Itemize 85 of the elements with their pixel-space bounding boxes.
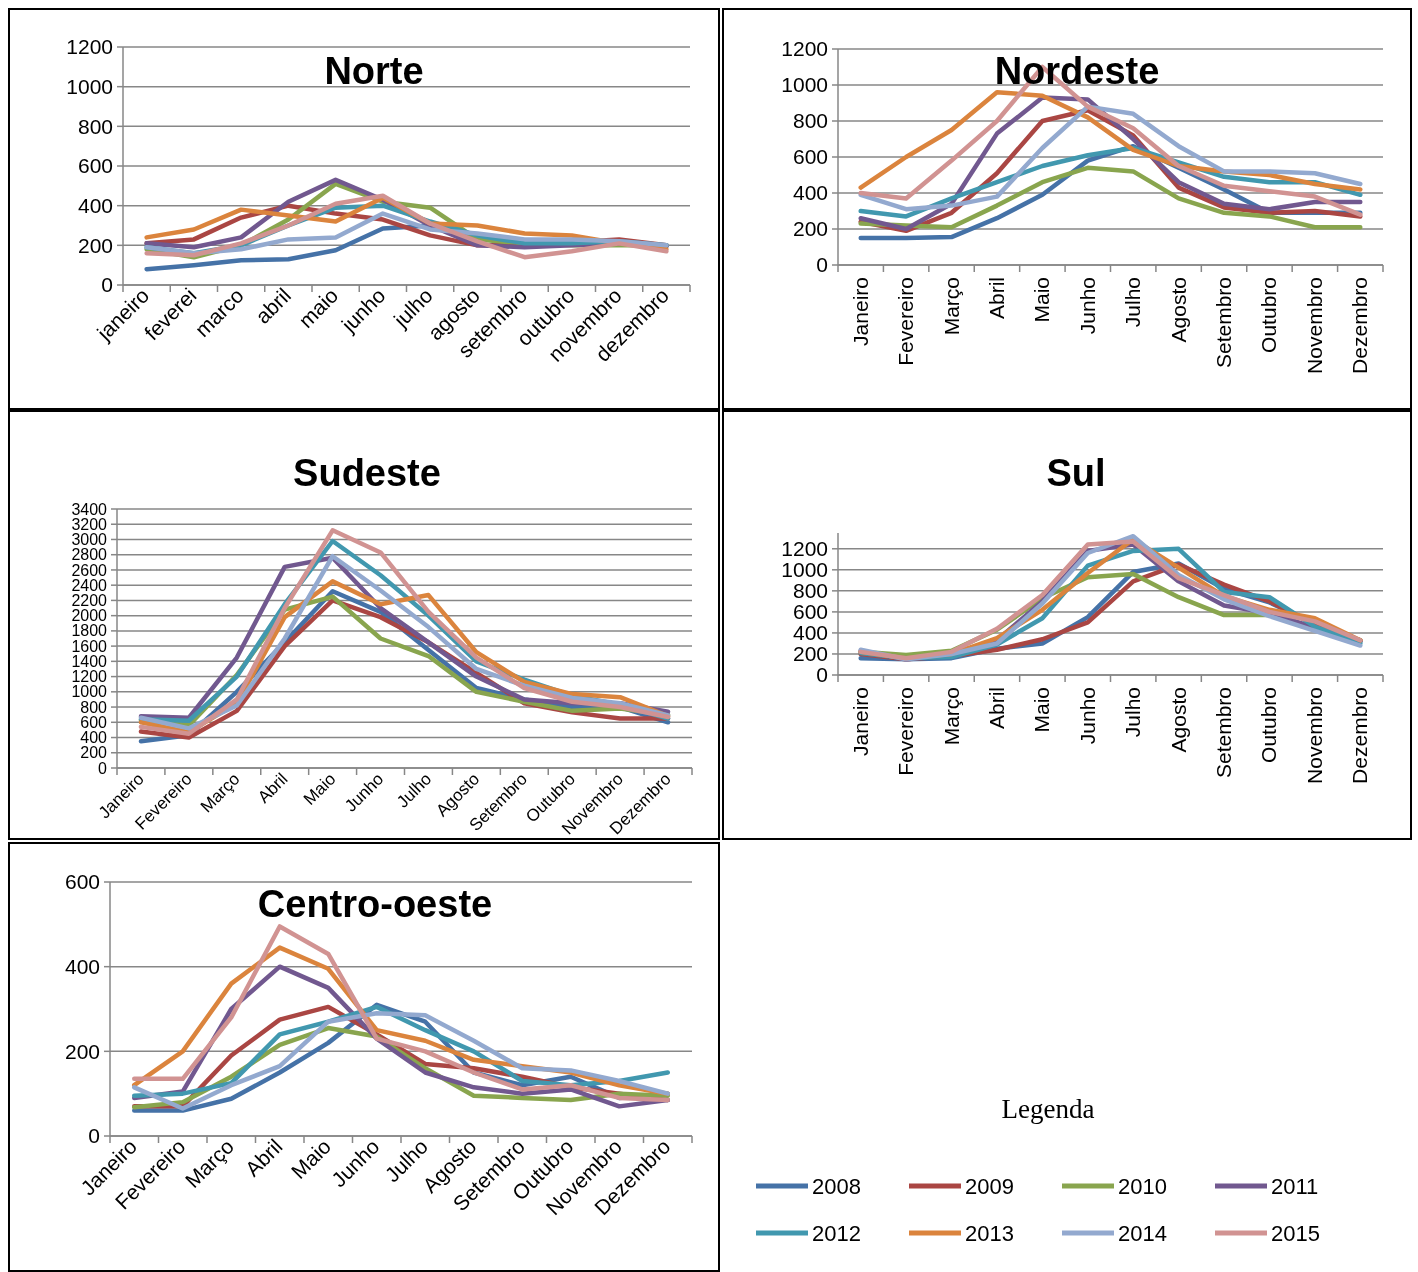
y-tick-label: 0 [88, 1124, 100, 1148]
y-tick-label: 3000 [71, 531, 108, 549]
y-tick-label: 800 [80, 698, 108, 716]
x-tick-label: Fevereiro [894, 687, 918, 776]
line-series [858, 165, 1363, 230]
chart-title: Sul [1046, 452, 1106, 494]
y-tick-label: 1000 [781, 558, 828, 582]
legend-label: 2010 [1118, 1174, 1167, 1199]
x-tick-label: Junho [1075, 687, 1099, 745]
y-tick-label: 2600 [71, 561, 108, 579]
y-tick-label: 200 [792, 642, 828, 666]
x-tick-label: Novembro [1302, 687, 1326, 784]
y-tick-label: 1200 [781, 37, 828, 61]
line-series [144, 211, 669, 256]
y-tick-label: 600 [792, 145, 828, 169]
y-tick-label: 200 [80, 744, 108, 762]
y-tick-label: 200 [792, 217, 828, 241]
legend-label: 2011 [1271, 1174, 1319, 1199]
line-series [858, 104, 1363, 212]
y-tick-label: 0 [816, 663, 828, 687]
legend-label: 2014 [1118, 1221, 1167, 1246]
line-series [132, 924, 670, 1103]
x-tick-label: Maio [1030, 277, 1054, 323]
y-tick-label: 400 [80, 729, 108, 747]
x-tick-label: Dezembro [1348, 687, 1372, 784]
x-tick-label: Junho [1075, 277, 1099, 335]
y-tick-label: 600 [77, 154, 113, 178]
y-tick-label: 1600 [71, 637, 108, 655]
y-tick-label: 800 [792, 579, 828, 603]
y-tick-label: 600 [80, 713, 108, 731]
x-tick-label: Maio [1030, 687, 1054, 733]
x-tick-label: Julho [1121, 277, 1145, 328]
x-tick-label: Janeiro [848, 277, 872, 346]
x-tick-label: Março [939, 687, 963, 746]
y-tick-label: 1000 [781, 73, 828, 97]
y-tick-label: 1200 [781, 537, 828, 561]
y-tick-label: 800 [792, 109, 828, 133]
y-tick-label: 1800 [71, 622, 108, 640]
x-tick-label: Abril [984, 277, 1008, 320]
chart-title: Norte [324, 50, 424, 92]
y-tick-label: 400 [792, 621, 828, 645]
y-tick-label: 400 [64, 955, 100, 979]
y-tick-label: 0 [98, 759, 108, 777]
y-tick-label: 0 [816, 253, 828, 277]
y-tick-label: 1200 [66, 35, 113, 59]
y-tick-label: 3400 [71, 500, 108, 518]
x-tick-label: Fevereiro [894, 277, 918, 366]
x-tick-label: Abril [984, 687, 1008, 730]
legend-title: Legenda [1001, 1094, 1095, 1124]
y-tick-label: 1000 [71, 683, 108, 701]
y-tick-label: 3200 [71, 515, 108, 533]
x-tick-label: Dezembro [1348, 277, 1372, 374]
legend-label: 2012 [812, 1221, 861, 1246]
y-tick-label: 2400 [71, 576, 108, 594]
y-tick-label: 200 [64, 1039, 100, 1063]
chart-title: Centro-oeste [257, 883, 493, 925]
legend-label: 2013 [965, 1221, 1014, 1246]
y-tick-label: 1000 [66, 75, 113, 99]
y-tick-label: 2000 [71, 607, 108, 625]
x-tick-label: Setembro [1212, 277, 1236, 369]
y-tick-label: 600 [64, 870, 100, 894]
legend-label: 2008 [812, 1174, 861, 1199]
x-tick-label: Janeiro [848, 687, 872, 756]
legend-label: 2015 [1271, 1221, 1320, 1246]
chart-title: Nordeste [994, 50, 1160, 92]
y-tick-label: 2200 [71, 592, 108, 610]
x-tick-label: Agosto [1166, 687, 1190, 753]
x-tick-label: Julho [1121, 687, 1145, 738]
y-tick-label: 800 [77, 114, 113, 138]
y-tick-label: 600 [792, 600, 828, 624]
legend-label: 2009 [965, 1174, 1014, 1199]
y-tick-label: 400 [792, 181, 828, 205]
y-tick-label: 1400 [71, 652, 108, 670]
y-tick-label: 1200 [71, 668, 108, 686]
x-tick-label: Agosto [1166, 277, 1190, 343]
x-tick-label: Março [939, 277, 963, 336]
x-tick-label: Setembro [1212, 687, 1236, 779]
y-tick-label: 200 [77, 233, 113, 257]
y-tick-label: 0 [101, 273, 113, 297]
y-tick-label: 2800 [71, 546, 108, 564]
x-tick-label: Outubro [1257, 277, 1281, 353]
chart-title: Sudeste [293, 452, 441, 494]
y-tick-label: 400 [77, 194, 113, 218]
x-tick-label: Novembro [1302, 277, 1326, 374]
x-tick-label: Outubro [1257, 687, 1281, 763]
